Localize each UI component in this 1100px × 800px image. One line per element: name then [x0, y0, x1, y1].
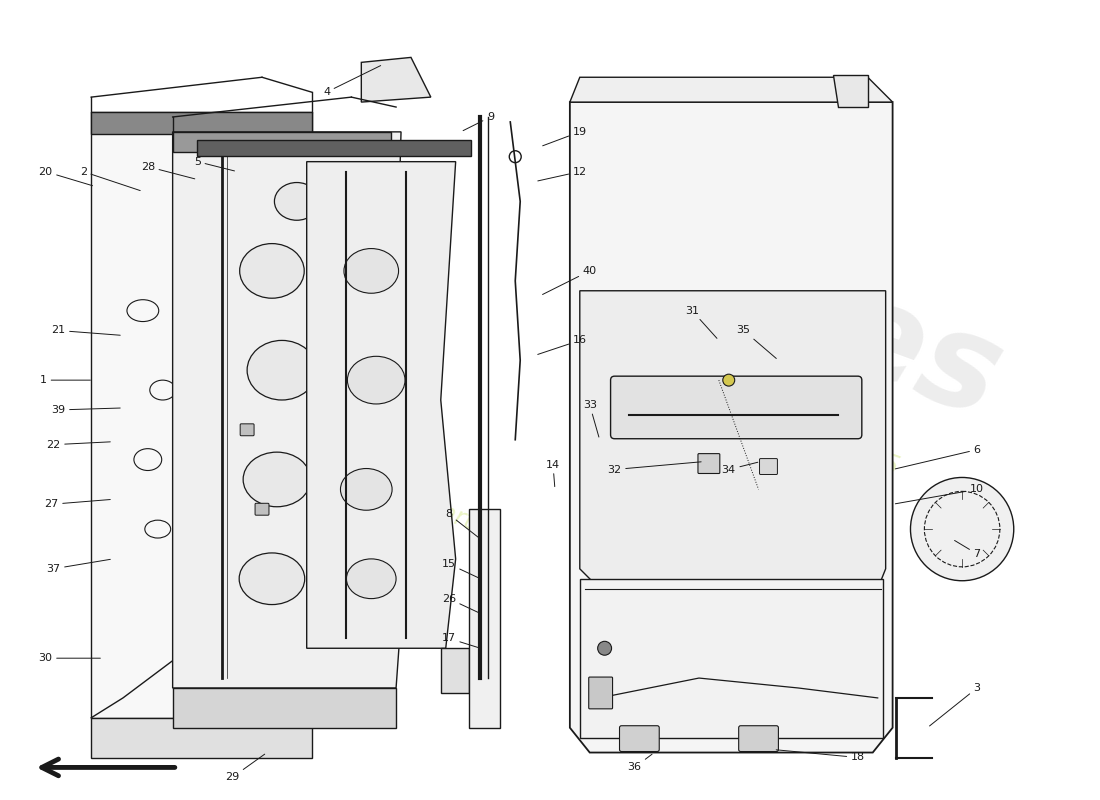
Text: 29: 29 — [226, 754, 265, 782]
Circle shape — [911, 478, 1014, 581]
FancyBboxPatch shape — [441, 648, 469, 693]
Text: 40: 40 — [542, 266, 597, 294]
FancyBboxPatch shape — [255, 503, 270, 515]
FancyBboxPatch shape — [173, 688, 396, 728]
Text: 5: 5 — [194, 157, 234, 171]
Text: 34: 34 — [722, 462, 758, 474]
Text: 7: 7 — [955, 541, 980, 559]
Ellipse shape — [240, 243, 305, 298]
Ellipse shape — [239, 553, 305, 605]
Text: 31: 31 — [685, 306, 717, 338]
Text: fares: fares — [618, 196, 1019, 445]
Text: 10: 10 — [895, 484, 984, 504]
Polygon shape — [570, 102, 892, 753]
Polygon shape — [307, 162, 455, 648]
Polygon shape — [173, 132, 402, 688]
Text: 20: 20 — [39, 166, 92, 186]
Ellipse shape — [248, 341, 317, 400]
FancyBboxPatch shape — [173, 132, 392, 152]
FancyBboxPatch shape — [198, 140, 471, 156]
Circle shape — [597, 642, 612, 655]
Text: 2: 2 — [79, 166, 140, 190]
Polygon shape — [361, 58, 431, 102]
Text: 8: 8 — [446, 510, 478, 538]
Text: a passion for parts: a passion for parts — [274, 440, 488, 538]
Ellipse shape — [346, 559, 396, 598]
Text: 6: 6 — [895, 445, 980, 469]
Text: 3: 3 — [930, 683, 980, 726]
Text: 22: 22 — [46, 440, 110, 450]
Ellipse shape — [341, 469, 392, 510]
FancyBboxPatch shape — [739, 726, 779, 751]
Text: 30: 30 — [39, 653, 100, 663]
Polygon shape — [91, 718, 311, 758]
Ellipse shape — [344, 249, 398, 294]
Ellipse shape — [348, 356, 405, 404]
Polygon shape — [580, 290, 886, 589]
Text: 36: 36 — [627, 754, 652, 773]
Polygon shape — [833, 75, 868, 107]
FancyBboxPatch shape — [588, 677, 613, 709]
Polygon shape — [469, 510, 500, 728]
FancyBboxPatch shape — [619, 726, 659, 751]
Text: 19: 19 — [542, 127, 587, 146]
Text: 1: 1 — [40, 375, 90, 385]
Text: 27: 27 — [44, 499, 110, 510]
FancyBboxPatch shape — [315, 514, 329, 525]
Text: 4: 4 — [323, 66, 381, 97]
Text: 21: 21 — [52, 326, 120, 335]
Text: 9: 9 — [463, 112, 494, 130]
Circle shape — [723, 374, 735, 386]
Text: 35: 35 — [737, 326, 777, 358]
Ellipse shape — [243, 452, 310, 506]
Text: 17: 17 — [441, 634, 477, 647]
Polygon shape — [580, 578, 882, 738]
Text: 37: 37 — [46, 559, 110, 574]
Text: 33: 33 — [583, 400, 598, 437]
FancyBboxPatch shape — [91, 112, 311, 134]
Text: parts since 1985: parts since 1985 — [674, 377, 902, 482]
FancyBboxPatch shape — [610, 376, 861, 438]
FancyBboxPatch shape — [310, 424, 323, 436]
Text: 28: 28 — [141, 162, 195, 179]
Polygon shape — [570, 78, 892, 102]
FancyBboxPatch shape — [698, 454, 719, 474]
Text: 16: 16 — [538, 335, 586, 354]
FancyBboxPatch shape — [759, 458, 778, 474]
Ellipse shape — [274, 182, 319, 220]
Text: 32: 32 — [607, 462, 701, 474]
Polygon shape — [91, 112, 311, 718]
FancyBboxPatch shape — [240, 424, 254, 436]
Text: 18: 18 — [777, 750, 865, 762]
Text: 26: 26 — [441, 594, 478, 612]
Text: 39: 39 — [52, 405, 120, 415]
Text: 15: 15 — [442, 559, 478, 578]
Text: 14: 14 — [546, 459, 560, 486]
Text: 12: 12 — [538, 166, 587, 181]
